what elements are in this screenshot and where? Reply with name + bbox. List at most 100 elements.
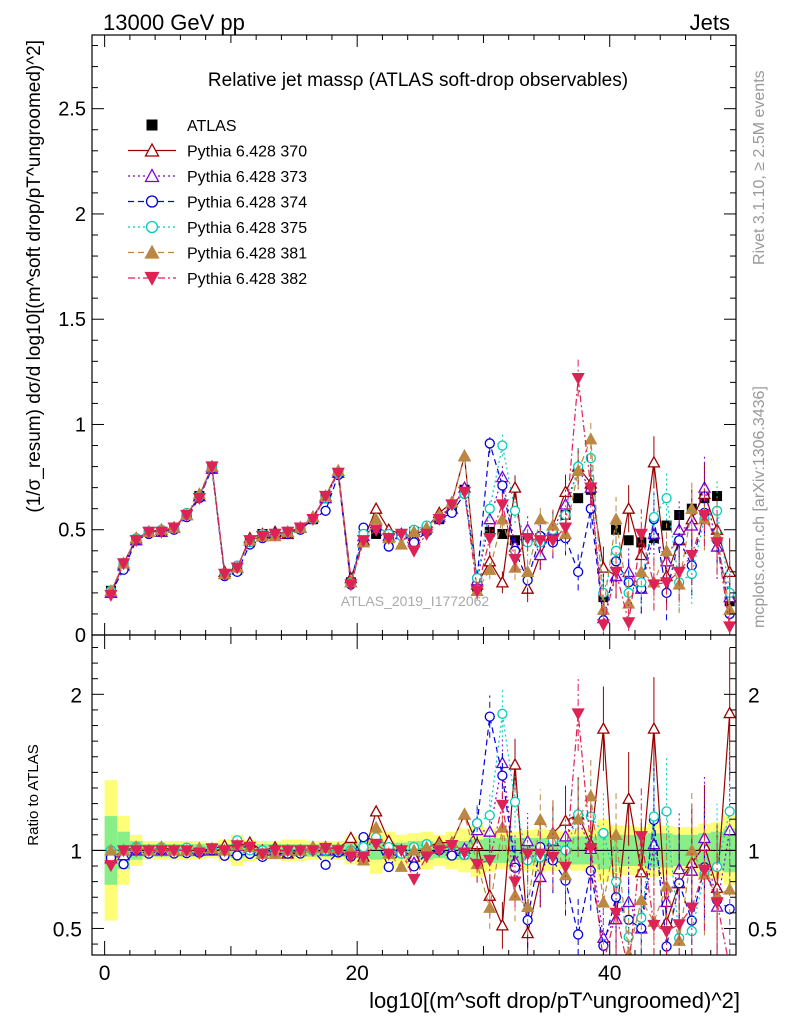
main-y-tick-label: 0 [75,625,86,647]
ratio-point [358,831,369,843]
data-point [584,482,598,495]
data-point [622,617,636,630]
ratio-point [470,858,484,871]
data-point [533,512,547,525]
ratio-series-1 [104,647,736,955]
ratio-point [407,873,421,886]
ratio-point [724,806,735,817]
data-point [369,512,383,525]
data-point [508,554,522,567]
data-point [571,463,585,476]
x-tick-label: 0 [99,962,111,985]
data-point [596,619,611,632]
ratio-y-tick-label-right: 0.5 [748,918,777,941]
ratio-point [483,900,497,913]
data-point [268,528,282,541]
x-tick-label: 40 [598,962,621,985]
data-point [508,480,522,493]
data-point [558,522,573,535]
data-point [723,621,736,634]
ratio-point [573,929,584,940]
ratio-y-tick-label-right: 2 [748,684,760,707]
ratio-point [647,721,661,734]
data-point [495,499,509,512]
legend-marker [146,119,158,131]
ratio-point [558,868,573,881]
ratio-point [104,860,118,873]
data-point [457,486,472,499]
data-point [497,440,508,451]
analysis-watermark: ATLAS_2019_I1772062 [341,593,490,609]
data-point [470,585,484,598]
main-y-tick-label: 2.5 [58,99,86,121]
ratio-y-tick-label: 2 [70,684,82,707]
ratio-point [382,848,396,861]
ratio-point [420,851,434,864]
legend-entry-label: Pythia 6.428 375 [187,220,307,237]
ratio-y-tick-label: 1 [70,840,82,863]
ratio-point [483,854,497,867]
ratio-point [445,840,459,853]
ratio-point [672,919,686,932]
data-point [407,545,421,558]
ratio-point [116,845,131,858]
ratio-point [546,851,560,864]
ratio-point [521,900,535,913]
ratio-point [672,933,686,946]
data-point [495,575,509,588]
data-point [596,560,611,573]
ratio-point [495,918,509,931]
data-point [483,562,497,575]
legend-entry-label: Pythia 6.428 381 [187,246,307,263]
data-point [609,566,623,579]
ratio-y-tick-label: 0.5 [53,918,82,941]
data-point [661,493,672,504]
ratio-point [659,926,674,939]
ratio-point [598,827,609,839]
ratio-point [497,770,508,781]
legend-marker [144,142,160,157]
source-label: mcplots.cern.ch [arXiv:1306.3436] [751,386,768,628]
ratio-point [509,796,521,808]
data-point [622,501,636,514]
data-point [685,549,699,562]
data-point [394,528,408,541]
legend-entry-label: Pythia 6.428 373 [187,169,307,186]
rivet-version-label: Rivet 3.1.10, ≥ 2.5M events [751,70,768,265]
data-point [697,509,712,522]
ratio-point [497,708,508,719]
data-point [394,537,408,550]
data-point [331,467,345,480]
ratio-y-tick-label-right: 1 [748,840,760,863]
data-point [369,524,383,537]
data-point [420,528,434,541]
ratio-point [558,861,573,874]
data-point [647,579,661,592]
data-point [712,491,723,502]
data-point [521,533,535,546]
ratio-point [484,810,495,821]
data-point [609,512,623,525]
data-point [344,579,358,592]
data-point [104,589,118,602]
main-y-tick-label: 1 [75,414,86,436]
ratio-plot-panel: 0.5 0.51 12 20 20 40 Ratio to ATLAS log10[(m^… [25,634,777,1013]
data-point [483,512,497,525]
ratio-point [205,843,219,856]
ratio-point [723,882,736,895]
ratio-point [268,845,282,858]
ratio-point [408,861,420,872]
data-point [369,501,383,514]
main-plot-panel: ATLAS_2019_I1772062 0 0.5 1 1.5 2 2.5 Relativ… [24,34,737,647]
data-point [573,566,584,577]
ratio-point [457,847,472,860]
category-label: Jets [690,10,730,35]
ratio-point [648,811,660,822]
data-point [484,503,495,514]
ratio-point [571,812,585,825]
main-y-tick-label: 1.5 [58,309,86,331]
ratio-point [344,851,358,864]
legend: ATLAS Pythia 6.428 370 Pythia 6.428 373 Pyt… [128,118,307,288]
ratio-point [533,813,547,826]
ratio-point [609,907,623,920]
